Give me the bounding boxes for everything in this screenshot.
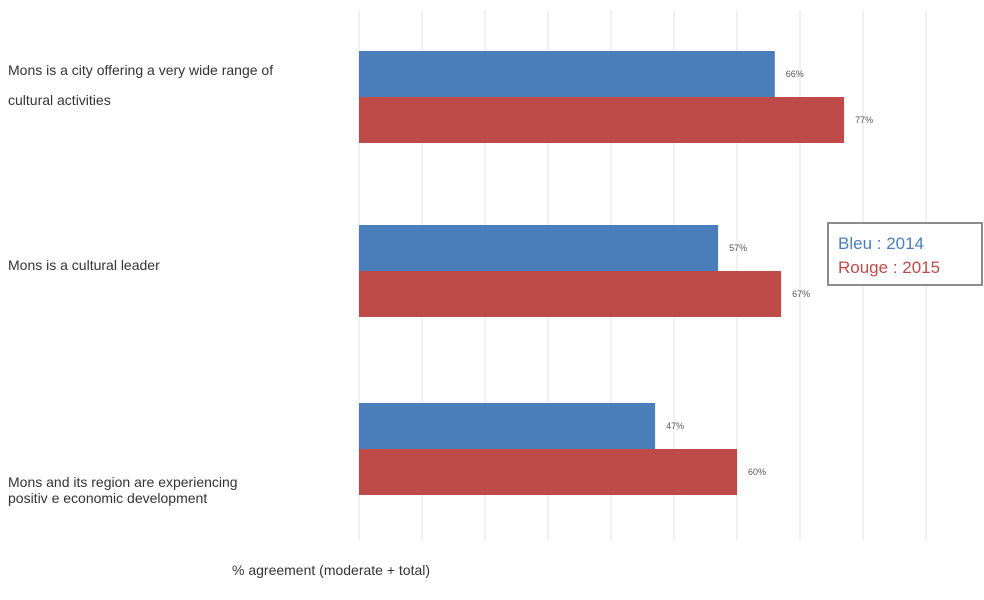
category-label-1-line-1: Mons is a city offering a very wide rang… — [8, 62, 274, 78]
bar-3-2015 — [359, 449, 737, 495]
data-label-2-2015: 67% — [792, 289, 810, 299]
bar-2-2014 — [359, 225, 719, 271]
bar-2-2015 — [359, 271, 782, 317]
legend-entry-2015: Rouge : 2015 — [838, 258, 941, 277]
data-label-1-2014: 66% — [786, 69, 804, 79]
data-label-3-2015: 60% — [748, 467, 766, 477]
category-label-1: Mons is a city offering a very wide rang… — [8, 55, 273, 115]
legend: Bleu : 2014 Rouge : 2015 — [827, 222, 983, 286]
legend-entry-2014: Bleu : 2014 — [838, 234, 925, 253]
category-label-3-line-2: positiv e economic development — [8, 490, 208, 506]
category-label-3-line-1: Mons and its region are experiencing — [8, 474, 238, 490]
data-label-2-2014: 57% — [729, 243, 747, 253]
x-axis-title: % agreement (moderate + total) — [232, 562, 431, 578]
bar-1-2015 — [359, 97, 845, 143]
bar-1-2014 — [359, 51, 775, 97]
category-label-2: Mons is a cultural leader — [8, 250, 160, 280]
category-label-3: Mons and its region are experiencing pos… — [8, 474, 238, 506]
data-label-3-2014: 47% — [666, 421, 684, 431]
bars — [359, 51, 845, 495]
category-label-2-line-1: Mons is a cultural leader — [8, 257, 160, 273]
bar-3-2014 — [359, 403, 656, 449]
data-labels: 66% 77% 57% 67% 47% 60% — [666, 69, 873, 477]
category-label-1-line-2: cultural activities — [8, 92, 111, 108]
data-label-1-2015: 77% — [855, 115, 873, 125]
